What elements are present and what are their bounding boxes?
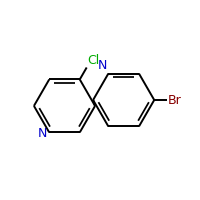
Text: N: N [98,59,107,72]
Text: Cl: Cl [88,54,100,67]
Text: N: N [37,127,47,140]
Text: Br: Br [168,94,182,106]
